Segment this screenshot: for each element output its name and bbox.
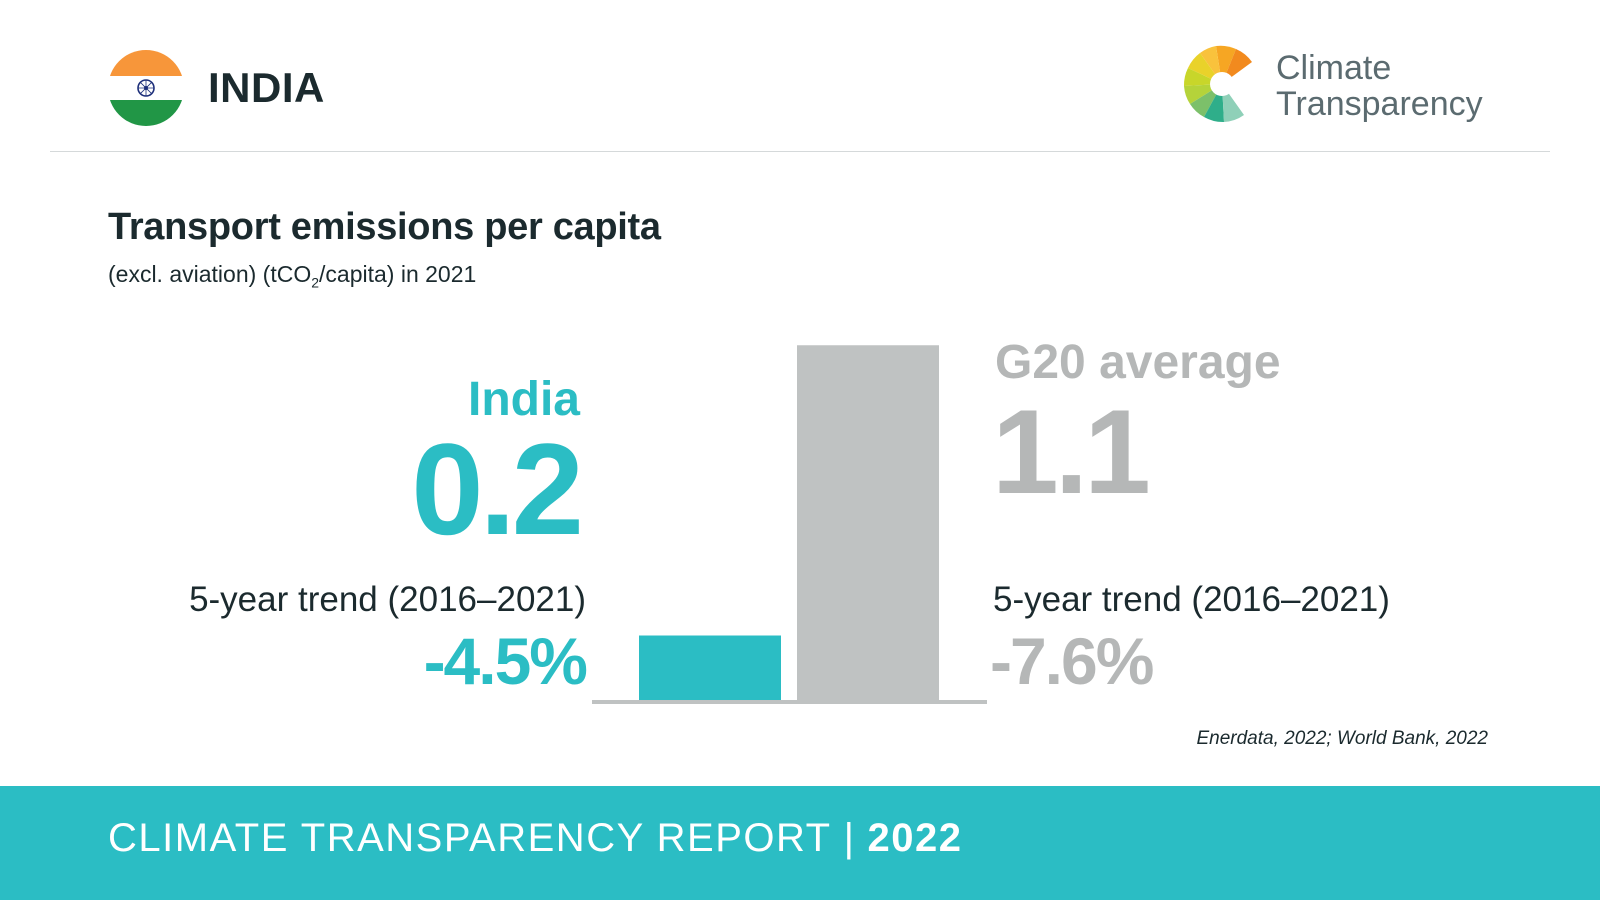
bar-g20-average	[797, 345, 939, 700]
g20-trend-label: 5-year trend (2016–2021)	[993, 580, 1390, 619]
india-value: 0.2	[411, 416, 584, 562]
footer-title: CLIMATE TRANSPARENCY REPORT	[108, 816, 832, 860]
chart-subtitle-sub: 2	[311, 274, 320, 291]
chart-subtitle: (excl. aviation) (tCO2/capita) in 2021	[108, 261, 476, 291]
india-trend-value: -4.5%	[423, 624, 588, 698]
climate-transparency-logo: Climate Transparency	[1180, 40, 1500, 130]
footer-banner: CLIMATE TRANSPARENCY REPORT | 2022	[0, 786, 1600, 900]
g20-label: G20 average	[995, 336, 1281, 389]
footer-text: CLIMATE TRANSPARENCY REPORT | 2022	[108, 816, 962, 861]
climate-transparency-logo-icon	[1183, 45, 1252, 123]
chart-baseline	[592, 700, 987, 704]
chart-subtitle-post: /capita) in 2021	[319, 261, 477, 287]
bar-india	[639, 635, 781, 700]
logo-text-line2: Transparency	[1276, 85, 1483, 123]
source-note: Enerdata, 2022; World Bank, 2022	[1196, 728, 1488, 749]
country-title: INDIA	[208, 64, 325, 111]
footer-separator: |	[843, 816, 856, 860]
india-label: India	[467, 373, 580, 426]
india-trend-label: 5-year trend (2016–2021)	[189, 580, 586, 619]
logo-text-line1: Climate	[1276, 49, 1392, 87]
g20-value: 1.1	[992, 385, 1151, 519]
footer-year: 2022	[867, 816, 963, 860]
chart-title: Transport emissions per capita	[108, 206, 661, 248]
chart-subtitle-pre: (excl. aviation) (tCO	[108, 261, 312, 287]
g20-trend-value: -7.6%	[990, 624, 1154, 698]
header-divider	[50, 151, 1550, 152]
